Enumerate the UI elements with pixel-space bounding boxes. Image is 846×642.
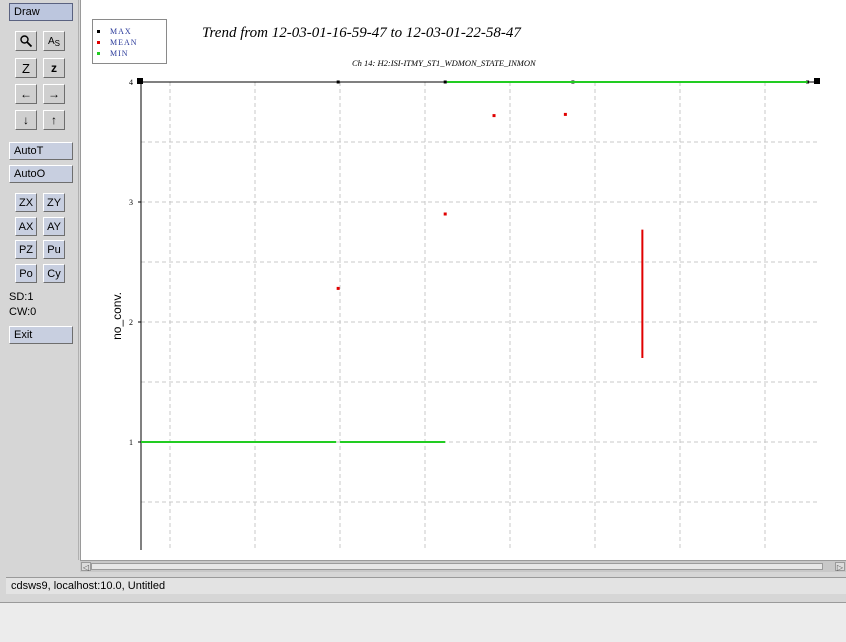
zoom-z-large-button[interactable]: Z [15,58,37,78]
mean-point-1 [443,212,447,216]
legend-label-min: MIN [110,48,129,58]
horizontal-scrollbar[interactable]: ◁ ▷ [80,560,846,572]
y-tick-label-2: 2 [129,318,133,327]
y-tick-label-1: 1 [129,438,133,447]
y-axis-label: no_conv. [110,292,124,340]
ax-button[interactable]: AX [15,217,37,236]
zy-button[interactable]: ZY [43,193,65,212]
scroll-left-arrow-icon[interactable]: ◁ [81,562,91,572]
max-point-2 [443,80,447,84]
legend-item-min: MIN [97,48,129,58]
autot-button[interactable]: AutoT [9,142,73,160]
y-tick-label-3: 3 [129,198,133,207]
legend-marker-min [97,51,100,55]
max-point-1 [336,80,340,84]
legend-label-max: MAX [110,26,132,36]
chart-subtitle: Ch 14: H2:ISI-ITMY_ST1_WDMON_STATE_INMON [352,58,536,68]
status-bar: cdsws9, localhost:10.0, Untitled [6,577,846,594]
legend-item-max: MAX [97,26,132,36]
autoscale-sub-label: S [54,38,60,48]
arrow-left-icon: ← [20,87,32,101]
chart-title: Trend from 12-03-01-16-59-47 to 12-03-01… [202,25,521,41]
pz-button[interactable]: PZ [15,240,37,259]
scrollbar-track[interactable] [91,563,823,570]
corner-marker-right [814,78,820,84]
draw-button[interactable]: Draw [9,3,73,21]
arrow-down-icon: ↓ [23,113,29,127]
plot-area [80,0,846,560]
scroll-right-arrow-icon[interactable]: ▷ [835,562,845,572]
legend-marker-max [97,29,100,33]
arrow-up-icon: ↑ [51,113,57,127]
sd-label: SD:1 [9,291,34,303]
scroll-right-button[interactable]: → [43,84,65,104]
legend: MAX MEAN MIN [92,19,167,64]
pu-button[interactable]: Pu [43,240,65,259]
magnifier-icon [20,35,33,48]
autoscale-label: A [47,35,55,47]
mean-point-2 [492,114,496,118]
scroll-up-button[interactable]: ↑ [43,110,65,130]
zoom-button[interactable] [15,31,37,51]
mean-point-0 [336,286,340,290]
corner-marker-left [137,78,143,84]
scroll-down-button[interactable]: ↓ [15,110,37,130]
trend-chart: 1 2 3 4 no_conv. [110,78,820,550]
arrow-right-icon: → [48,87,60,101]
autoo-button[interactable]: AutoO [9,165,73,183]
po-button[interactable]: Po [15,264,37,283]
legend-marker-mean [97,40,100,44]
legend-item-mean: MEAN [97,37,138,47]
y-tick-label-4: 4 [129,78,133,87]
scroll-left-button[interactable]: ← [15,84,37,104]
exit-button[interactable]: Exit [9,326,73,344]
cw-label: CW:0 [9,306,37,318]
zoom-z-small-button[interactable]: z [43,58,65,78]
legend-label-mean: MEAN [110,37,138,47]
zx-button[interactable]: ZX [15,193,37,212]
cy-button[interactable]: Cy [43,264,65,283]
ay-button[interactable]: AY [43,217,65,236]
mean-point-3 [563,112,567,116]
